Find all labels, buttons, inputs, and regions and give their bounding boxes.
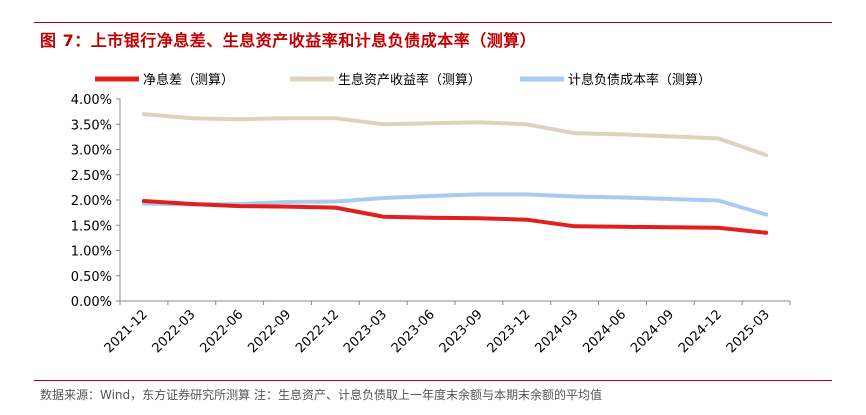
x-axis: 2021-122022-032022-062022-092022-122023-… — [102, 300, 791, 356]
x-tick-label: 2021-12 — [102, 307, 151, 356]
y-tick-label: 3.50% — [71, 118, 112, 133]
x-tick-label: 2022-03 — [150, 307, 199, 356]
y-tick-label: 0.00% — [71, 295, 112, 310]
series-line-2 — [141, 192, 769, 217]
line-chart: 净息差（测算） 生息资产收益率（测算） 计息负债成本率（测算） 0.00% 0.50%… — [71, 72, 791, 356]
legend-label-2: 计息负债成本率（测算） — [568, 72, 711, 88]
y-tick-label: 2.00% — [71, 194, 112, 209]
y-axis: 0.00% 0.50% 1.00% 1.50% 2.00% 2.50% 3.00% 3.50%… — [71, 93, 121, 310]
source-note: 数据来源：Wind，东方证券研究所测算 注：生息资产、计息负债取上一年度末余额与… — [40, 388, 602, 402]
figure-title: 图 7：上市银行净息差、生息资产收益率和计息负债成本率（测算） — [40, 31, 537, 50]
legend-label-0: 净息差（测算） — [143, 72, 234, 88]
x-tick-label: 2024-09 — [628, 307, 677, 356]
x-tick-label: 2023-03 — [341, 307, 390, 356]
y-tick-label: 2.50% — [71, 169, 112, 184]
x-tick-label: 2025-03 — [724, 307, 773, 356]
x-tick-label: 2024-06 — [580, 307, 629, 356]
y-tick-label: 3.00% — [71, 144, 112, 159]
series-line-0 — [141, 199, 769, 235]
x-tick-label: 2022-12 — [293, 307, 342, 356]
series-line-1 — [141, 112, 769, 158]
bottom-rule — [34, 380, 832, 381]
y-tick-label: 0.50% — [71, 270, 112, 285]
y-tick-label: 1.50% — [71, 219, 112, 234]
x-tick-label: 2024-12 — [676, 307, 725, 356]
series-layer — [141, 112, 769, 235]
x-tick-label: 2023-06 — [389, 307, 438, 356]
top-rule — [34, 22, 832, 23]
x-tick-label: 2023-12 — [485, 307, 534, 356]
x-tick-label: 2022-06 — [197, 307, 246, 356]
x-tick-label: 2024-03 — [532, 307, 581, 356]
y-tick-label: 4.00% — [71, 93, 112, 108]
x-tick-label: 2023-09 — [437, 307, 486, 356]
legend: 净息差（测算） 生息资产收益率（测算） 计息负债成本率（测算） — [95, 72, 711, 88]
y-tick-label: 1.00% — [71, 245, 112, 260]
x-tick-label: 2022-09 — [245, 307, 294, 356]
legend-label-1: 生息资产收益率（测算） — [338, 72, 481, 88]
